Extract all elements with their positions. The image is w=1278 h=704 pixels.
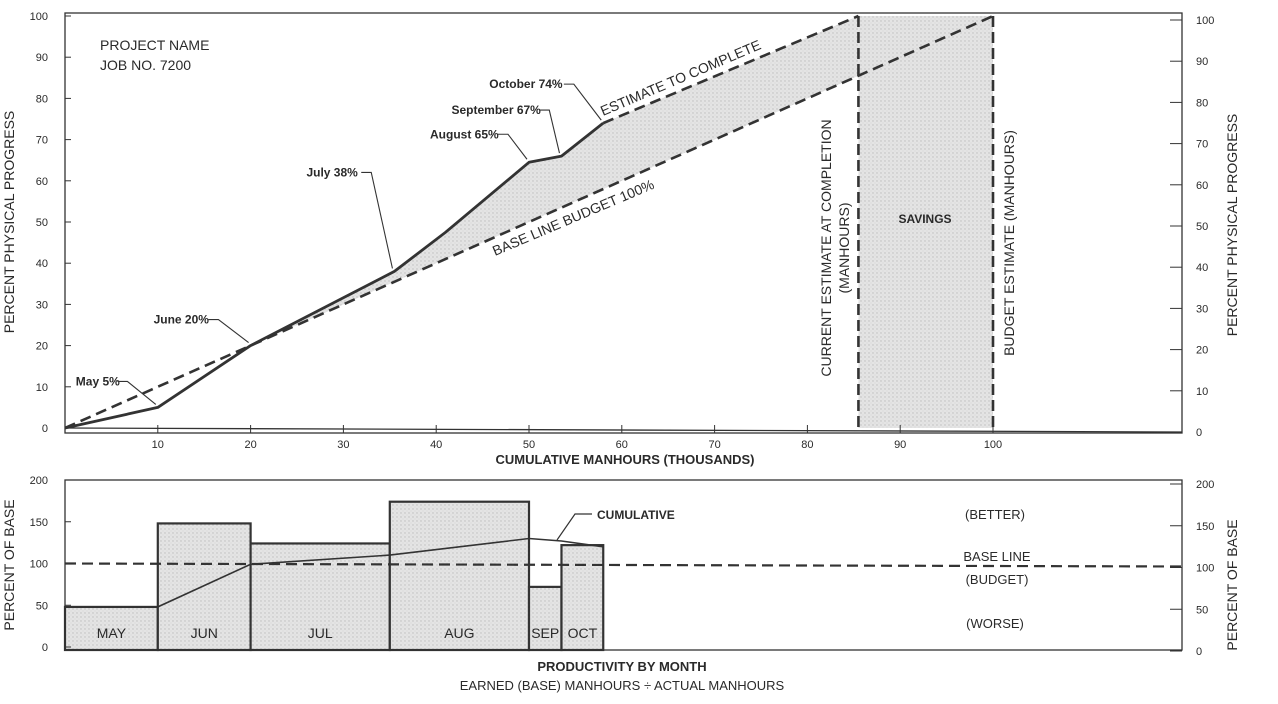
bar-label: JUL [308,625,333,641]
y-tick-label-left: 20 [36,341,48,353]
progress-plot-frame [64,12,1183,434]
y-tick-label-right: 100 [1196,15,1214,27]
y-tick-label-left: 0 [42,423,48,435]
x-tick-label: 100 [984,439,1002,451]
point-label-leader [498,133,528,160]
point-label-leader [208,319,249,344]
x-tick-label: 90 [894,439,906,451]
y-tick-label-right: 90 [1196,56,1208,68]
x-tick-label: 20 [244,439,256,451]
cumulative-leader [556,513,592,541]
productivity-title: PRODUCTIVITY BY MONTH [537,659,706,674]
y-tick-label-left-bottom: 50 [36,600,48,612]
cumulative-label: CUMULATIVE [597,508,675,522]
productivity-plot: 0 50 100 150 200 0 50 100 150 200 MAY JUN JUL AUG SEP… [1,475,1240,693]
y-tick-label-right-bottom: 50 [1196,604,1208,616]
title-line-1: PROJECT NAME [100,37,209,53]
cumulative-line [65,537,604,608]
bar-jun [156,522,252,652]
x-tick-label: 60 [616,439,628,451]
budget-estimate-label: BUDGET ESTIMATE (MANHOURS) [1001,130,1017,356]
progress-plot: 0 10 20 30 40 50 60 70 80 90 100 0 10 20 30 40 50 60 70 80 9… [1,11,1240,467]
y-tick-label-left-bottom: 100 [30,559,48,571]
bar-sep [527,585,563,652]
y-tick-label-left: 70 [36,135,48,147]
x-tick-label: 80 [801,439,813,451]
y-axis-label-right-bottom: PERCENT OF BASE [1224,519,1240,650]
y-tick-label-right: 60 [1196,180,1208,192]
y-tick-label-left: 40 [36,258,48,270]
y-tick-label-left-bottom: 0 [42,642,48,654]
estimate-line [64,122,605,430]
point-label-leader [361,171,393,269]
bar-label: AUG [444,625,474,641]
y-tick-label-right-bottom: 0 [1196,646,1202,658]
bar-oct [560,544,605,652]
point-label-leader [539,109,561,154]
y-tick-label-left-bottom: 150 [30,517,48,529]
y-tick-label-left: 100 [30,11,48,23]
point-label: May 5% [76,374,120,388]
y-tick-label-left: 80 [36,93,48,105]
y-tick-label-right: 80 [1196,97,1208,109]
x-tick-label: 30 [337,439,349,451]
current-estimate-sublabel: (MANHOURS) [836,203,852,294]
y-tick-label-left-bottom: 200 [30,475,48,487]
point-label-leader [117,380,157,405]
y-tick-label-left: 10 [36,382,48,394]
y-tick-label-right: 0 [1196,427,1202,439]
title-line-2: JOB NO. 7200 [100,57,191,73]
y-tick-label-right: 40 [1196,262,1208,274]
zone-better: (BETTER) [965,507,1025,522]
savings-label: SAVINGS [898,212,951,226]
bar-label: MAY [97,625,127,641]
point-label-leader [563,83,602,121]
zone-budget: (BUDGET) [966,572,1029,587]
productivity-subtitle: EARNED (BASE) MANHOURS ÷ ACTUAL MANHOURS [460,678,785,693]
point-label: September 67% [451,103,541,117]
bar-label: OCT [568,625,598,641]
y-tick-label-right-bottom: 200 [1196,479,1214,491]
y-tick-label-left: 30 [36,299,48,311]
x-tick-label: 10 [152,439,164,451]
savings-region [858,16,993,428]
point-label: October 74% [489,77,563,91]
y-tick-label-left: 90 [36,52,48,64]
x-axis-line [64,427,1183,433]
point-label: July 38% [306,165,358,179]
y-tick-label-right: 10 [1196,386,1208,398]
point-label: August 65% [430,127,499,141]
y-axis-label-left: PERCENT PHYSICAL PROGRESS [1,111,17,334]
y-axis-label-right: PERCENT PHYSICAL PROGRESS [1224,114,1240,337]
y-tick-label-right-bottom: 150 [1196,521,1214,533]
bar-aug [388,500,531,652]
y-axis-label-left-bottom: PERCENT OF BASE [1,499,17,630]
y-tick-label-right: 70 [1196,139,1208,151]
variance-area [250,16,859,346]
productivity-plot-frame [64,479,1183,651]
estimate-forecast-line [602,14,859,125]
bar-label: JUN [191,625,218,641]
x-tick-label: 50 [523,439,535,451]
y-tick-label-left: 60 [36,176,48,188]
bar-label: SEP [531,625,559,641]
y-tick-label-right: 30 [1196,303,1208,315]
bar-jul [249,542,391,652]
y-tick-label-left: 50 [36,217,48,229]
y-tick-label-right: 20 [1196,345,1208,357]
x-tick-label: 40 [430,439,442,451]
current-estimate-label: CURRENT ESTIMATE AT COMPLETION [818,119,834,376]
x-tick-label: 70 [708,439,720,451]
y-tick-label-right: 50 [1196,221,1208,233]
zone-worse: (WORSE) [966,616,1024,631]
y-tick-label-right-bottom: 100 [1196,563,1214,575]
zone-baseline: BASE LINE [963,549,1031,564]
point-label: June 20% [154,313,210,327]
x-axis-label: CUMULATIVE MANHOURS (THOUSANDS) [495,452,754,467]
